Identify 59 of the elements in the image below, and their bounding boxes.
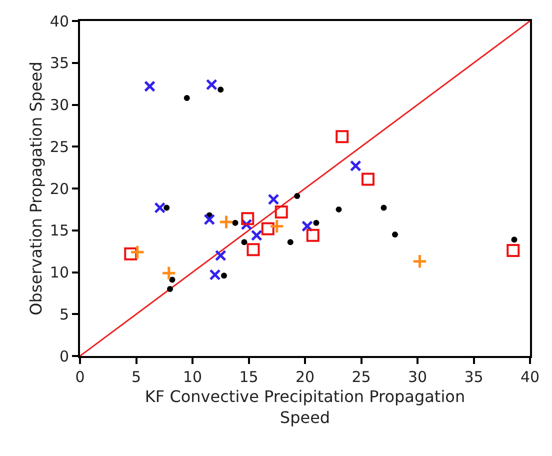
point [218, 214, 234, 230]
y-tick-label: 0 [59, 347, 69, 366]
point [241, 212, 254, 226]
point [164, 204, 170, 211]
point [336, 206, 342, 212]
point [184, 95, 190, 102]
point [287, 239, 294, 246]
point [154, 202, 166, 214]
point [124, 247, 138, 260]
point [206, 78, 218, 90]
point [269, 218, 284, 234]
point [380, 204, 387, 211]
point [250, 230, 262, 242]
point [412, 254, 428, 269]
point [218, 86, 224, 93]
x-tick-label: 5 [131, 368, 142, 386]
x-tick-label: 20 [295, 368, 315, 386]
point [506, 244, 520, 257]
point [261, 222, 274, 236]
point [144, 80, 156, 92]
x-tick-label: 30 [408, 368, 428, 386]
y-tick-label: 5 [59, 305, 69, 324]
point [130, 244, 145, 260]
point [241, 239, 248, 246]
x-tick-label: 0 [75, 368, 85, 386]
point [294, 193, 300, 200]
point [274, 205, 288, 218]
point [306, 228, 320, 242]
x-tick-label: 40 [520, 368, 540, 386]
point [336, 130, 349, 144]
point [392, 232, 398, 238]
point [167, 286, 173, 292]
point [302, 220, 313, 232]
point [221, 272, 227, 279]
y-tick-label: 20 [50, 180, 69, 198]
y-tick-label: 10 [50, 264, 69, 282]
y-axis-title: Observation Propagation Speed [26, 62, 46, 316]
x-tick-label: 25 [352, 368, 371, 386]
point [313, 220, 320, 226]
point [161, 266, 176, 281]
y-tick-label: 25 [50, 138, 69, 156]
x-tick-label: 35 [464, 368, 484, 386]
point [232, 220, 238, 226]
point [511, 236, 518, 243]
point [209, 269, 221, 281]
x-axis-title: KF Convective Precipitation Propagation Speed [144, 387, 466, 427]
y-tick-label: 40 [50, 12, 69, 30]
point [268, 194, 280, 206]
point [214, 250, 226, 262]
x-tick-label: 10 [182, 368, 202, 386]
point [204, 214, 216, 226]
point [350, 160, 362, 172]
point [362, 172, 374, 186]
point [169, 276, 176, 283]
point [246, 243, 260, 256]
y-tick-label: 15 [50, 222, 69, 240]
y-tick-label: 30 [50, 96, 69, 114]
y-tick-label: 35 [50, 54, 69, 72]
x-tick-label: 15 [239, 368, 258, 386]
